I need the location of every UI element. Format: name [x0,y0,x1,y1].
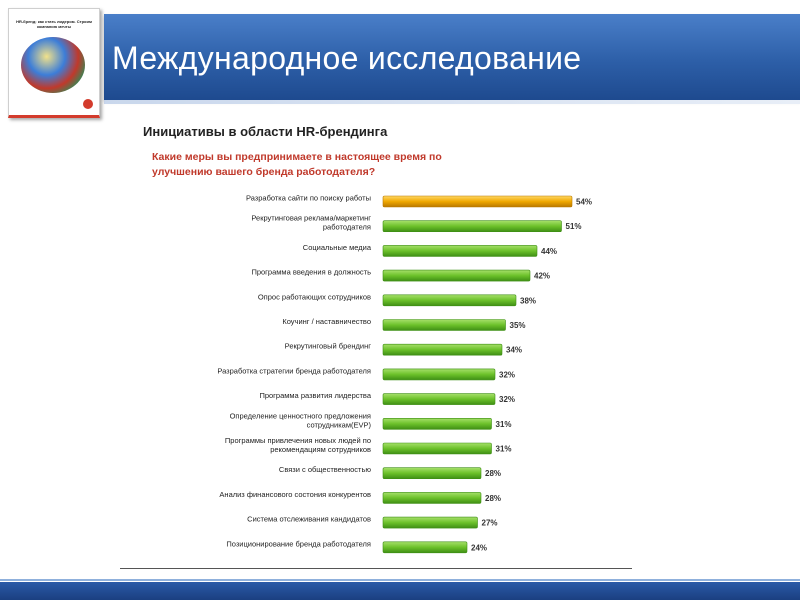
chart-title: Инициативы в области HR-брендинга [143,124,388,139]
category-label-1: Рекрутинговая реклама/маркетинг работодат… [251,214,371,232]
chart-subtitle: Какие меры вы предпринимаете в настоящее… [152,151,442,178]
value-label-1: 51% [566,222,582,231]
category-label-9: Определение ценностного предложения сотру… [230,411,372,429]
footer-band [0,582,800,600]
category-label-12: Анализ финансового состония конкурентов [219,490,371,499]
category-label-11: Связи с общественностью [279,465,371,474]
value-label-0: 54% [576,198,592,207]
category-label-7: Разработка стратегии бренда работодателя [217,366,371,375]
category-label-14: Позиционирование бренда работодателя [226,539,371,548]
bar-8 [382,393,496,405]
category-label-3: Программа введения в должность [251,268,371,277]
category-label-8: Программа развития лидерства [259,391,371,400]
category-label-0: Разработка сайти по поиску работы [246,194,371,203]
value-label-7: 32% [499,370,515,379]
value-label-4: 38% [520,296,536,305]
bar-0 [382,195,573,208]
category-label-10: Программы привлечения новых людей по реко… [225,436,371,454]
category-label-5: Коучинг / наставничество [282,317,371,326]
category-label-4: Опрос работающих сотрудников [258,292,371,301]
bar-9 [382,417,492,430]
bar-12 [382,492,482,504]
value-label-6: 34% [506,346,522,355]
value-label-8: 32% [499,395,515,404]
category-label-2: Социальные медиа [303,243,372,252]
value-label-11: 28% [485,469,501,478]
bar-10 [382,442,492,455]
bar-5 [382,319,506,331]
value-label-5: 35% [510,321,526,330]
bar-6 [382,343,503,356]
bar-4 [382,294,517,307]
header-band [104,14,800,104]
footer-line [0,579,800,581]
bar-2 [382,245,538,257]
slide-title: Международное исследование [112,40,582,76]
bar-3 [382,269,531,282]
value-label-12: 28% [485,494,501,503]
value-label-13: 27% [482,519,498,528]
category-label-6: Рекрутинговый брендинг [285,342,372,351]
book-cover-title: HR-бренд: как стать лидером. Строим комп… [16,19,92,29]
bar-7 [382,368,496,381]
bar-14 [382,541,468,554]
category-label-13: Система отслеживания кандидатов [247,515,371,524]
book-cover-thumbnail: HR-бренд: как стать лидером. Строим комп… [8,8,100,118]
hh-logo-icon [83,99,93,109]
value-label-14: 24% [471,543,487,552]
bar-11 [382,467,482,480]
value-label-3: 42% [534,272,550,281]
bar-13 [382,516,478,529]
bars-layer: 54% Разработка сайти по поиску работы 51% Р… [217,194,592,554]
globe-image [21,37,85,93]
value-label-2: 44% [541,247,557,256]
bar-1 [382,220,562,232]
value-label-9: 31% [496,420,512,429]
value-label-10: 31% [496,445,512,454]
